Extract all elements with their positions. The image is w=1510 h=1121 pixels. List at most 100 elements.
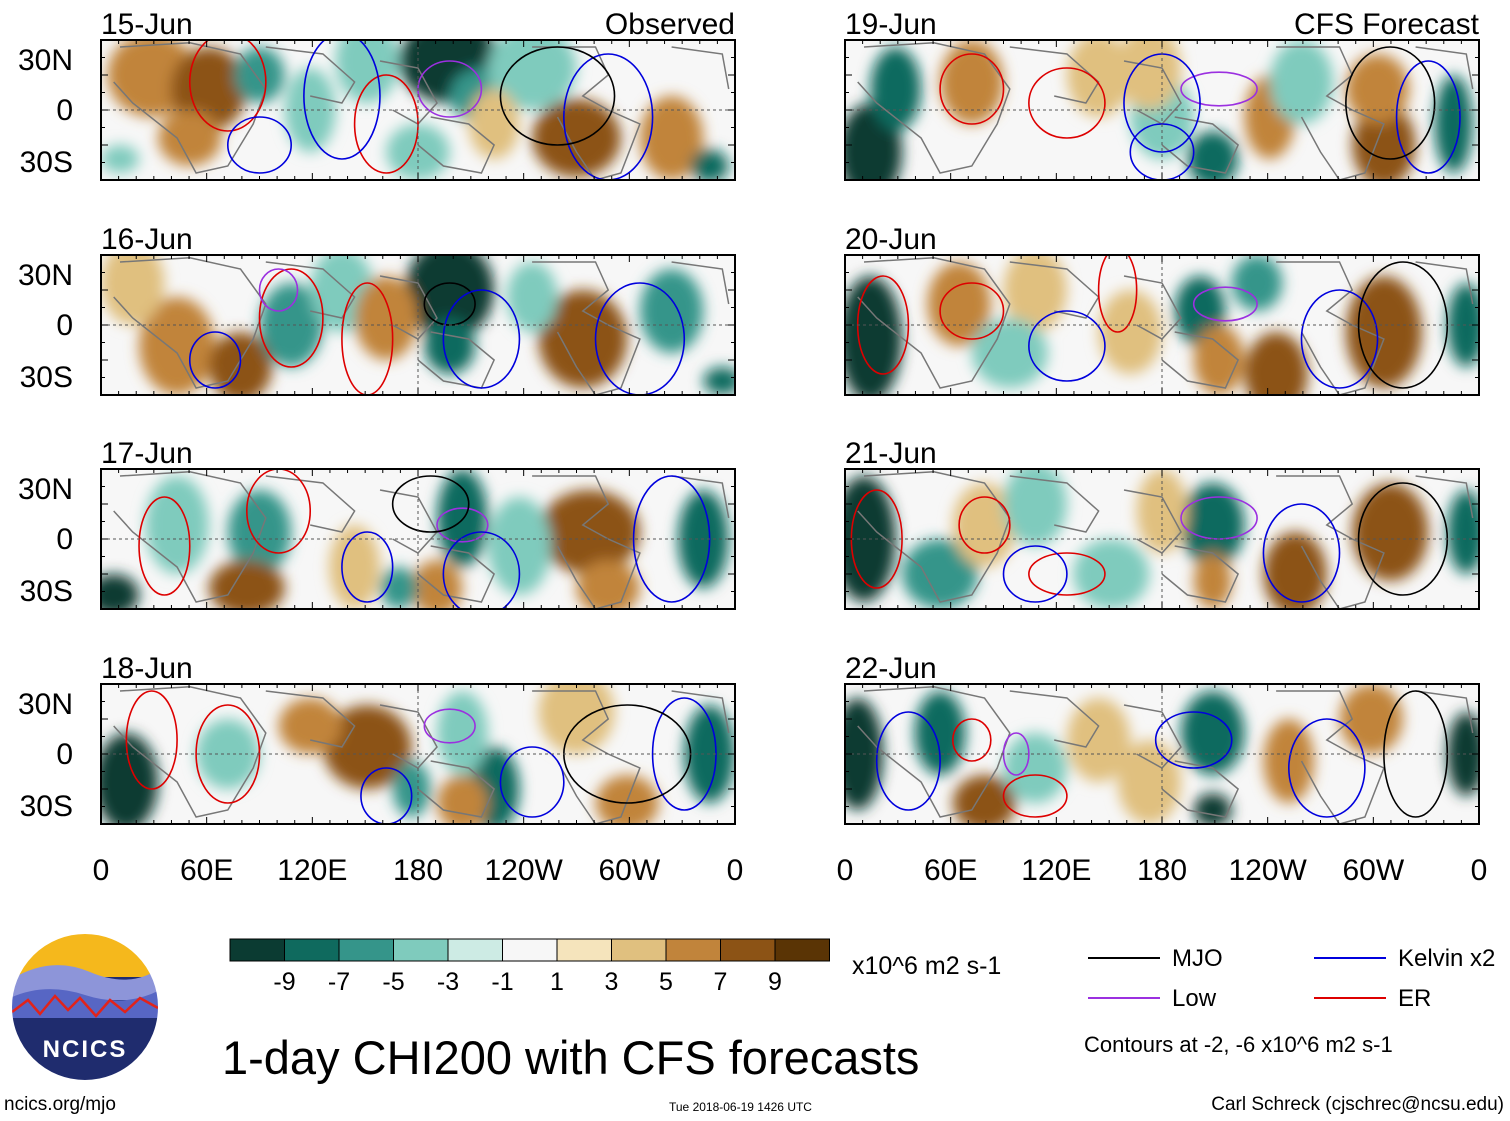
colorbar-swatch (665, 938, 721, 962)
lon-label: 0 (837, 854, 854, 887)
colorbar-swatch (229, 938, 285, 962)
colorbar-swatch (393, 938, 449, 962)
lon-label: 60E (924, 854, 977, 887)
colorbar-tick: -5 (382, 968, 404, 996)
legend-label: Low (1172, 985, 1217, 1012)
colorbar-swatch (502, 938, 558, 962)
lon-axis-observed: 0 60E 120E 180 120W 60W 0 (93, 854, 744, 887)
lon-label: 120E (1021, 854, 1091, 887)
legend: MJO Kelvin x2 Low ER (1088, 945, 1495, 1012)
chi200-shading (845, 40, 1473, 180)
lon-label: 0 (727, 854, 744, 887)
timestamp: Tue 2018-06-19 1426 UTC (669, 1100, 812, 1114)
lon-label: 180 (393, 854, 443, 887)
lon-axis-forecast: 0 60E 120E 180 120W 60W 0 (837, 854, 1488, 887)
lat-label: 30S (20, 790, 73, 823)
map-panel-16-Jun: 16-Jun 30N 0 30S (18, 223, 736, 396)
lon-label: 60W (598, 854, 660, 887)
lat-label: 30N (18, 473, 73, 506)
ncics-logo: NCICS (10, 932, 160, 1082)
panel-tag: CFS Forecast (1294, 8, 1480, 41)
colorbar-swatch (284, 938, 340, 962)
colorbar-tick: -1 (491, 968, 513, 996)
colorbar-tick: 9 (768, 968, 782, 996)
panel-date: 22-Jun (845, 652, 937, 685)
panel-date: 17-Jun (101, 437, 193, 470)
lon-label: 0 (1471, 854, 1488, 887)
legend-item-low: Low (1088, 985, 1217, 1012)
lat-label: 30N (18, 688, 73, 721)
lon-label: 120W (1228, 854, 1307, 887)
legend-item-er: ER (1314, 985, 1431, 1012)
wave-contours (939, 46, 1461, 180)
lon-label: 180 (1137, 854, 1187, 887)
lon-label: 60E (180, 854, 233, 887)
panel-date: 15-Jun (101, 8, 193, 41)
map-panel-17-Jun: 17-Jun 30N 0 30S (18, 437, 736, 610)
ticks (844, 254, 1480, 396)
wave-contours (875, 690, 1449, 818)
colorbar-tick: 1 (550, 968, 564, 996)
lat-label: 30N (18, 259, 73, 292)
lat-label: 30S (20, 146, 73, 179)
lon-label: 0 (93, 854, 110, 887)
colorbar-swatch (338, 938, 394, 962)
contour-note: Contours at -2, -6 x10^6 m2 s-1 (1084, 1032, 1393, 1057)
panel-date: 18-Jun (101, 652, 193, 685)
panel-date: 16-Jun (101, 223, 193, 256)
author-credit: Carl Schreck (cjschrec@ncsu.edu) (1211, 1094, 1504, 1115)
lat-label: 0 (56, 309, 73, 342)
ticks (844, 683, 1480, 825)
panel-tag: Observed (605, 8, 735, 41)
panel-date: 19-Jun (845, 8, 937, 41)
legend-item-mjo: MJO (1088, 945, 1223, 972)
coastlines (113, 42, 730, 180)
colorbar-tick: 3 (605, 968, 619, 996)
colorbar-units: x10^6 m2 s-1 (852, 952, 1001, 980)
colorbar-swatch (611, 938, 667, 962)
legend-label: Kelvin x2 (1398, 945, 1495, 972)
lat-label: 0 (56, 738, 73, 771)
coastlines (113, 471, 730, 609)
colorbar-swatch (720, 938, 776, 962)
ticks (844, 468, 1480, 610)
lat-label: 0 (56, 523, 73, 556)
legend-item-kelvin: Kelvin x2 (1314, 945, 1495, 972)
legend-label: MJO (1172, 945, 1223, 972)
chi200-shading (101, 40, 729, 180)
coastlines (113, 686, 730, 824)
colorbar: -9 -7 -5 -3 -1 1 3 5 7 9 x10^6 m2 s-1 (229, 938, 1001, 996)
wave-contours (138, 469, 711, 609)
coastlines (857, 471, 1474, 609)
map-panel-19-Jun: 19-Jun CFS Forecast (844, 8, 1480, 181)
colorbar-swatch (556, 938, 612, 962)
coastlines (857, 42, 1474, 180)
legend-label: ER (1398, 985, 1431, 1012)
colorbar-swatch (774, 938, 830, 962)
ticks (100, 468, 736, 610)
lat-label: 30N (18, 44, 73, 77)
map-panel-20-Jun: 20-Jun (844, 223, 1480, 396)
logo-text: NCICS (43, 1036, 128, 1063)
lat-label: 0 (56, 94, 73, 127)
map-panel-21-Jun: 21-Jun (844, 437, 1480, 610)
wave-contours (850, 482, 1449, 603)
colorbar-tick: 7 (714, 968, 728, 996)
panel-date: 20-Jun (845, 223, 937, 256)
coastlines (857, 686, 1474, 824)
colorbar-swatch (447, 938, 503, 962)
website-link[interactable]: ncics.org/mjo (4, 1094, 116, 1115)
panels-layer: 15-Jun Observed 30N 0 30S 16-Jun 30N 0 30S 17-Jun… (18, 8, 1487, 887)
ticks (844, 39, 1480, 181)
colorbar-tick: -7 (328, 968, 350, 996)
colorbar-tick: -3 (437, 968, 459, 996)
panel-date: 21-Jun (845, 437, 937, 470)
wave-contours (188, 268, 686, 395)
lon-label: 60W (1342, 854, 1404, 887)
map-panel-22-Jun: 22-Jun (844, 652, 1480, 825)
lon-label: 120W (484, 854, 563, 887)
colorbar-tick: 5 (659, 968, 673, 996)
ticks (100, 683, 736, 825)
ticks (100, 39, 736, 181)
